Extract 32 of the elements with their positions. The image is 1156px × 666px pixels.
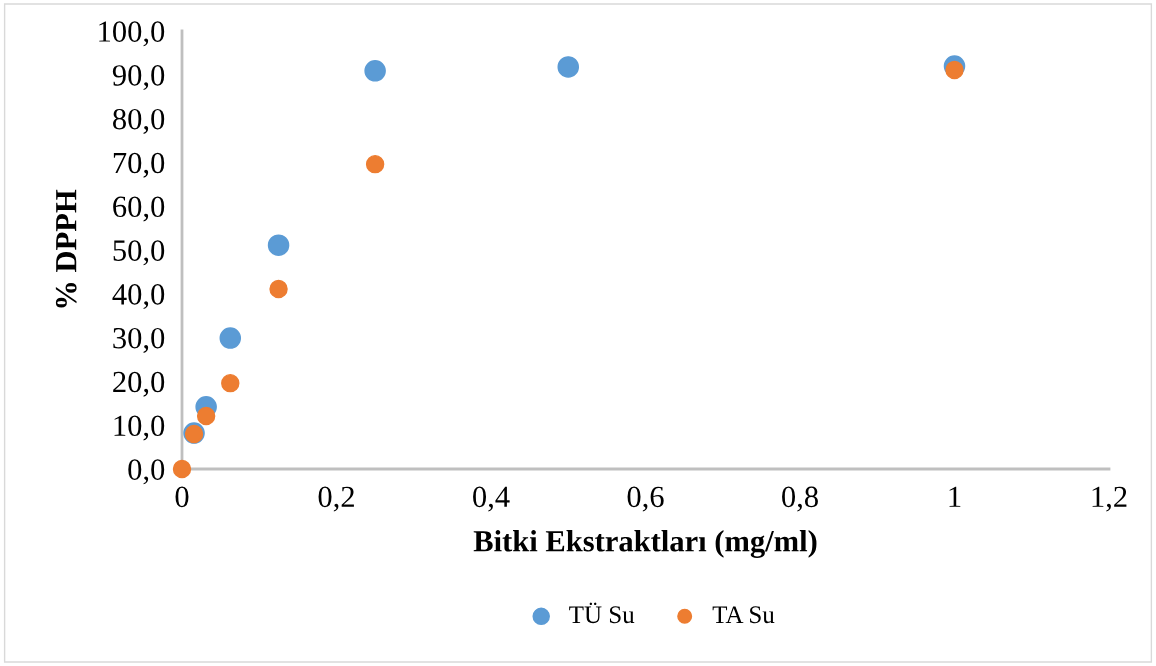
y-tick-label: 90,0 bbox=[112, 65, 165, 91]
y-tick-label: 40,0 bbox=[112, 284, 165, 310]
x-tick-label: 0,2 bbox=[318, 486, 354, 512]
y-tick-label: 80,0 bbox=[113, 108, 165, 134]
x-tick-label: 0,4 bbox=[473, 486, 510, 512]
x-tick-label: 0,8 bbox=[782, 486, 818, 512]
point bbox=[945, 60, 964, 80]
y-tick-label: 50,0 bbox=[113, 240, 165, 266]
y-tick-label: 20,0 bbox=[113, 371, 165, 397]
point bbox=[172, 459, 192, 479]
y-tick-label: 60,0 bbox=[113, 196, 165, 222]
point bbox=[196, 406, 216, 426]
x-tick-label: 0,6 bbox=[627, 486, 664, 512]
y-tick-label: 30,0 bbox=[113, 327, 165, 353]
x-tick-label: 1 bbox=[949, 486, 961, 507]
point bbox=[557, 56, 580, 78]
x-tick-label: 0 bbox=[175, 486, 189, 508]
y-tick-label: 0,0 bbox=[128, 459, 165, 485]
legend-label: TÜ Su bbox=[569, 602, 635, 624]
y-tick-label: 100,0 bbox=[99, 21, 165, 47]
legend-label: TA Su bbox=[712, 606, 775, 624]
point bbox=[221, 373, 240, 393]
y-tick-label: 70,0 bbox=[113, 152, 165, 178]
x-axis-title: Bitki Ekstraktları (mg/ml) bbox=[473, 530, 817, 558]
point bbox=[269, 279, 288, 299]
point bbox=[364, 60, 386, 82]
x-tick-label: 1,2 bbox=[1092, 486, 1127, 512]
point bbox=[267, 234, 290, 256]
y-axis-title: % DPPH bbox=[55, 189, 77, 308]
point bbox=[365, 154, 385, 174]
point bbox=[219, 327, 242, 349]
y-tick-label: 10,0 bbox=[114, 415, 165, 441]
